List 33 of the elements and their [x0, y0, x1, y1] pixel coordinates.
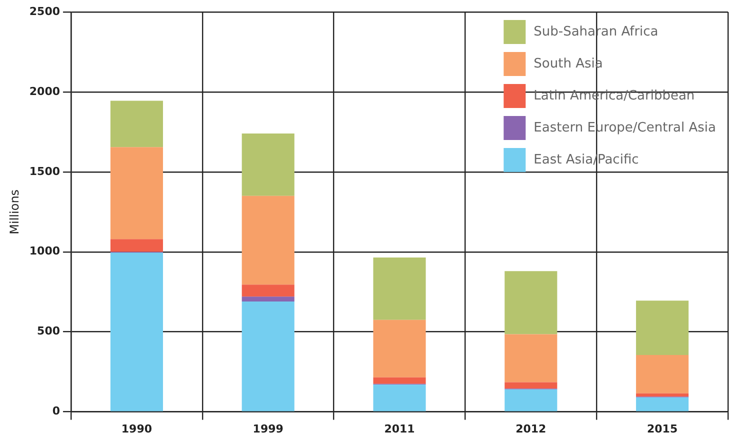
bar — [373, 320, 426, 378]
y-tick-label: 2500 — [29, 4, 60, 18]
bar — [636, 397, 689, 412]
bar — [242, 196, 294, 285]
x-tick-label: 2015 — [646, 422, 678, 436]
bar — [504, 389, 558, 412]
y-tick-label: 2000 — [29, 84, 60, 98]
bar — [110, 147, 163, 240]
bar — [504, 334, 558, 382]
bar — [242, 301, 294, 412]
x-tick-label: 1990 — [121, 422, 152, 436]
x-tick-label: 2012 — [516, 422, 546, 436]
bar — [110, 239, 163, 252]
bar — [373, 257, 426, 320]
bar — [242, 134, 294, 196]
bar — [373, 384, 426, 412]
x-tick-label: 1999 — [252, 422, 284, 436]
bar — [636, 355, 689, 394]
bar — [110, 100, 163, 148]
bar — [242, 296, 294, 302]
y-tick-label: 500 — [37, 324, 60, 338]
y-tick-label: 0 — [52, 404, 60, 418]
y-tick-label: 1000 — [29, 244, 60, 258]
bar — [242, 284, 294, 297]
bar — [636, 393, 689, 397]
x-tick-label: 2011 — [384, 422, 415, 436]
bar — [110, 252, 163, 412]
bar — [504, 382, 558, 389]
y-axis-title: Millions — [7, 189, 22, 234]
y-tick-label: 1500 — [29, 164, 60, 178]
bar — [373, 377, 426, 384]
bar — [504, 271, 558, 334]
bar — [636, 300, 689, 356]
